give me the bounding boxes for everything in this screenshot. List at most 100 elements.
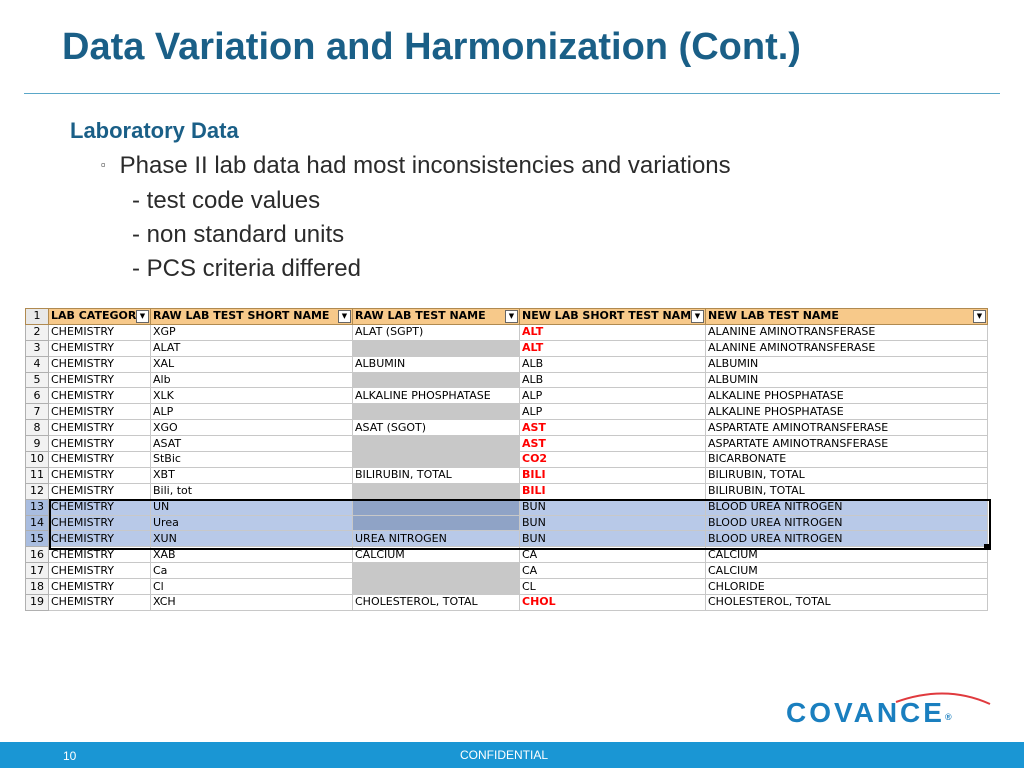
cell-new-test-name[interactable]: BLOOD UREA NITROGEN bbox=[705, 514, 988, 532]
cell-new-short-name[interactable]: CA bbox=[519, 562, 706, 580]
cell-new-test-name[interactable]: ALBUMIN bbox=[705, 355, 988, 373]
row-number[interactable]: 5 bbox=[25, 371, 49, 389]
filter-dropdown-icon[interactable]: ▼ bbox=[973, 310, 986, 323]
cell-new-test-name[interactable]: BICARBONATE bbox=[705, 451, 988, 468]
fill-handle[interactable] bbox=[984, 544, 989, 549]
cell-raw-test-name[interactable]: ALAT (SGPT) bbox=[352, 323, 520, 341]
cell-raw-test-name[interactable]: ALKALINE PHOSPHATASE bbox=[352, 387, 520, 405]
cell-raw-short-name[interactable]: XUN bbox=[150, 530, 353, 548]
cell-raw-short-name[interactable]: ASAT bbox=[150, 435, 353, 453]
header-new-test-name[interactable]: NEW LAB TEST NAME ▼ bbox=[705, 308, 988, 325]
row-number[interactable]: 9 bbox=[25, 435, 49, 453]
header-lab-category[interactable]: LAB CATEGOR ▼ bbox=[48, 308, 151, 325]
header-new-short-name[interactable]: NEW LAB SHORT TEST NAM ▼ bbox=[519, 308, 706, 325]
row-number[interactable]: 7 bbox=[25, 403, 49, 421]
cell-lab-category[interactable]: CHEMISTRY bbox=[48, 435, 151, 453]
cell-lab-category[interactable]: CHEMISTRY bbox=[48, 403, 151, 421]
cell-raw-short-name[interactable]: XGO bbox=[150, 419, 353, 437]
cell-new-test-name[interactable]: CHOLESTEROL, TOTAL bbox=[705, 594, 988, 611]
row-number[interactable]: 11 bbox=[25, 466, 49, 484]
cell-new-short-name[interactable]: ALP bbox=[519, 387, 706, 405]
header-raw-short-name[interactable]: RAW LAB TEST SHORT NAME ▼ bbox=[150, 308, 353, 325]
cell-raw-short-name[interactable]: Urea bbox=[150, 514, 353, 532]
filter-dropdown-icon[interactable]: ▼ bbox=[338, 310, 351, 323]
row-number[interactable]: 13 bbox=[25, 498, 49, 516]
cell-lab-category[interactable]: CHEMISTRY bbox=[48, 546, 151, 564]
cell-new-short-name[interactable]: CO2 bbox=[519, 451, 706, 468]
row-number[interactable]: 6 bbox=[25, 387, 49, 405]
cell-lab-category[interactable]: CHEMISTRY bbox=[48, 419, 151, 437]
filter-dropdown-icon[interactable]: ▼ bbox=[136, 310, 149, 323]
cell-raw-short-name[interactable]: ALP bbox=[150, 403, 353, 421]
cell-raw-short-name[interactable]: StBic bbox=[150, 451, 353, 468]
cell-new-test-name[interactable]: CHLORIDE bbox=[705, 578, 988, 596]
cell-new-short-name[interactable]: AST bbox=[519, 419, 706, 437]
cell-raw-short-name[interactable]: XCH bbox=[150, 594, 353, 611]
cell-raw-test-name[interactable]: ASAT (SGOT) bbox=[352, 419, 520, 437]
row-number[interactable]: 14 bbox=[25, 514, 49, 532]
cell-raw-short-name[interactable]: XGP bbox=[150, 323, 353, 341]
cell-lab-category[interactable]: CHEMISTRY bbox=[48, 451, 151, 468]
row-number[interactable]: 19 bbox=[25, 594, 49, 611]
row-number[interactable]: 10 bbox=[25, 451, 49, 468]
cell-lab-category[interactable]: CHEMISTRY bbox=[48, 530, 151, 548]
cell-raw-short-name[interactable]: XLK bbox=[150, 387, 353, 405]
cell-raw-test-name[interactable]: CHOLESTEROL, TOTAL bbox=[352, 594, 520, 611]
cell-raw-test-name[interactable]: CALCIUM bbox=[352, 546, 520, 564]
row-number[interactable]: 12 bbox=[25, 482, 49, 500]
cell-lab-category[interactable]: CHEMISTRY bbox=[48, 355, 151, 373]
cell-lab-category[interactable]: CHEMISTRY bbox=[48, 339, 151, 357]
cell-new-test-name[interactable]: BILIRUBIN, TOTAL bbox=[705, 466, 988, 484]
cell-new-short-name[interactable]: ALP bbox=[519, 403, 706, 421]
cell-raw-test-name[interactable]: BILIRUBIN, TOTAL bbox=[352, 466, 520, 484]
cell-new-test-name[interactable]: ALBUMIN bbox=[705, 371, 988, 389]
cell-new-test-name[interactable]: ALANINE AMINOTRANSFERASE bbox=[705, 323, 988, 341]
cell-raw-test-name[interactable] bbox=[352, 339, 520, 357]
cell-raw-test-name[interactable] bbox=[352, 403, 520, 421]
cell-new-test-name[interactable]: BILIRUBIN, TOTAL bbox=[705, 482, 988, 500]
cell-new-test-name[interactable]: CALCIUM bbox=[705, 562, 988, 580]
cell-raw-test-name[interactable] bbox=[352, 578, 520, 596]
cell-raw-short-name[interactable]: UN bbox=[150, 498, 353, 516]
cell-raw-test-name[interactable] bbox=[352, 482, 520, 500]
cell-lab-category[interactable]: CHEMISTRY bbox=[48, 323, 151, 341]
cell-raw-short-name[interactable]: ALAT bbox=[150, 339, 353, 357]
cell-new-short-name[interactable]: BILI bbox=[519, 482, 706, 500]
cell-new-short-name[interactable]: ALT bbox=[519, 339, 706, 357]
cell-new-short-name[interactable]: ALT bbox=[519, 323, 706, 341]
cell-raw-short-name[interactable]: Ca bbox=[150, 562, 353, 580]
cell-new-short-name[interactable]: BILI bbox=[519, 466, 706, 484]
cell-raw-test-name[interactable]: ALBUMIN bbox=[352, 355, 520, 373]
row-number[interactable]: 8 bbox=[25, 419, 49, 437]
cell-raw-short-name[interactable]: Cl bbox=[150, 578, 353, 596]
cell-lab-category[interactable]: CHEMISTRY bbox=[48, 466, 151, 484]
row-number[interactable]: 16 bbox=[25, 546, 49, 564]
cell-lab-category[interactable]: CHEMISTRY bbox=[48, 371, 151, 389]
cell-new-short-name[interactable]: CL bbox=[519, 578, 706, 596]
cell-lab-category[interactable]: CHEMISTRY bbox=[48, 482, 151, 500]
cell-lab-category[interactable]: CHEMISTRY bbox=[48, 594, 151, 611]
filter-dropdown-icon[interactable]: ▼ bbox=[505, 310, 518, 323]
cell-raw-test-name[interactable]: UREA NITROGEN bbox=[352, 530, 520, 548]
cell-raw-short-name[interactable]: XBT bbox=[150, 466, 353, 484]
cell-new-test-name[interactable]: ALKALINE PHOSPHATASE bbox=[705, 403, 988, 421]
cell-raw-short-name[interactable]: Bili, tot bbox=[150, 482, 353, 500]
cell-raw-short-name[interactable]: Alb bbox=[150, 371, 353, 389]
cell-new-test-name[interactable]: ALKALINE PHOSPHATASE bbox=[705, 387, 988, 405]
cell-raw-test-name[interactable] bbox=[352, 435, 520, 453]
row-number[interactable]: 18 bbox=[25, 578, 49, 596]
cell-new-test-name[interactable]: ALANINE AMINOTRANSFERASE bbox=[705, 339, 988, 357]
cell-new-short-name[interactable]: BUN bbox=[519, 514, 706, 532]
cell-lab-category[interactable]: CHEMISTRY bbox=[48, 387, 151, 405]
cell-raw-test-name[interactable] bbox=[352, 514, 520, 532]
cell-raw-test-name[interactable] bbox=[352, 562, 520, 580]
cell-lab-category[interactable]: CHEMISTRY bbox=[48, 498, 151, 516]
header-raw-test-name[interactable]: RAW LAB TEST NAME ▼ bbox=[352, 308, 520, 325]
row-number[interactable]: 2 bbox=[25, 323, 49, 341]
cell-new-short-name[interactable]: CHOL bbox=[519, 594, 706, 611]
cell-new-test-name[interactable]: ASPARTATE AMINOTRANSFERASE bbox=[705, 419, 988, 437]
row-number[interactable]: 15 bbox=[25, 530, 49, 548]
cell-raw-test-name[interactable] bbox=[352, 451, 520, 468]
cell-new-short-name[interactable]: ALB bbox=[519, 355, 706, 373]
cell-new-test-name[interactable]: ASPARTATE AMINOTRANSFERASE bbox=[705, 435, 988, 453]
